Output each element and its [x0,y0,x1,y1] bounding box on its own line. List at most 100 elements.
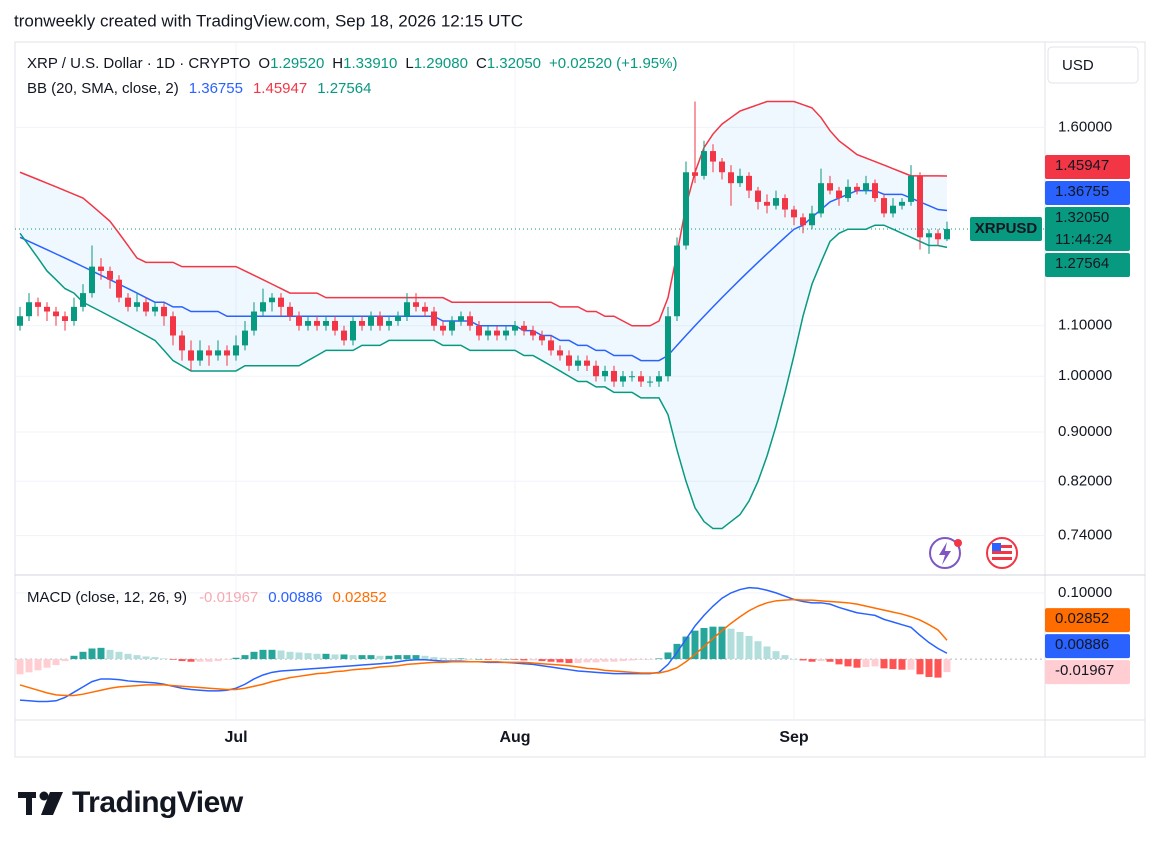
histogram-bar [340,654,348,660]
candle-body [89,266,95,294]
price-tag-label: 1.36755 [1055,183,1109,200]
x-tick-label: Sep [779,729,809,746]
histogram-bar [196,659,204,662]
histogram-bar [124,653,132,660]
candle-body [143,302,149,312]
histogram-bar [736,631,744,660]
candle-body [755,190,761,202]
alert-bolt [939,542,951,565]
candle-body [890,205,896,214]
histogram-bar [547,659,555,662]
histogram-bar [880,659,888,669]
histogram-bar [178,659,186,662]
legend-item: 1.29080 [414,55,468,72]
chart-frame [14,41,1146,758]
price-tag-label: 1.27564 [1055,255,1109,272]
histogram-bar [556,659,564,663]
candle-body [881,198,887,214]
candle-body [602,370,608,377]
histogram-bar [538,659,546,662]
candle-body [521,325,527,331]
legend-item: 1.33910 [343,55,397,72]
candle-body [152,306,158,312]
candle-body [341,330,347,341]
histogram-bar [286,651,294,660]
histogram-bar [700,627,708,660]
candle-body [26,302,32,317]
y-tick-label: 0.10000 [1058,584,1112,601]
legend-item: 1.36755 [189,80,243,97]
candle-body [737,175,743,184]
histogram-bar [691,630,699,660]
histogram-bar [610,659,618,662]
candle-body [377,316,383,326]
histogram-bar [187,659,195,662]
candle-body [359,320,365,326]
price-tag [1045,608,1130,633]
histogram-bar [232,657,240,660]
candle-body [647,381,653,383]
candle-body [80,293,86,307]
candle-body [224,350,230,356]
legend-item: BB (20, SMA, close, 2) [27,80,179,97]
histogram-bar [403,655,411,660]
histogram-bar [349,655,357,660]
candle-body [611,370,617,382]
legend-item: +0.02520 (+1.95%) [549,55,677,72]
histogram-bar [934,659,942,678]
histogram-bar [394,655,402,660]
candle-body [656,376,662,382]
histogram-bar [709,626,717,660]
price-tag [1045,207,1130,252]
candle-body [323,320,329,326]
candle-body [44,306,50,312]
histogram-bar [655,658,663,660]
histogram-bar [358,655,366,660]
legend-item: C [476,55,487,72]
histogram-bar [52,659,60,666]
histogram-bar [385,655,393,660]
candle-body [287,306,293,317]
price-tag [1045,155,1130,180]
candle-body [845,186,851,199]
histogram-bar [160,658,168,660]
legend-item: MACD (close, 12, 26, 9) [27,589,187,606]
histogram-bar [115,651,123,660]
candle-body [71,306,77,321]
candle-body [161,306,167,317]
histogram-bar [25,659,33,673]
price-tag-label: 1.45947 [1055,157,1109,174]
logo-stem [26,792,32,815]
histogram-bar [763,646,771,660]
histogram-bar [106,649,114,660]
candle-body [746,175,752,191]
band-line [19,224,948,530]
histogram-bar [646,659,654,660]
x-tick-label: Aug [499,729,530,746]
histogram-bar [826,659,834,662]
currency-button[interactable] [1047,46,1139,84]
alert-dot [954,539,962,547]
candle-body [917,175,923,238]
flag-stripe [992,551,1012,554]
candle-body [674,245,680,317]
histogram-bar [133,655,141,660]
histogram-bar [214,659,222,662]
candle-body [773,198,779,206]
histogram-bar [331,654,339,660]
histogram-bar [565,659,573,664]
histogram-bar [79,651,87,660]
price-tag [1045,634,1130,659]
currency-label: USD [1062,57,1094,74]
candle-body [350,320,356,341]
candle-body [395,316,401,321]
histogram-bar [871,659,879,667]
legend-item: 1.29520 [270,55,324,72]
candle-body [701,151,707,176]
histogram-bar [295,652,303,660]
histogram-bar [97,647,105,660]
candle-body [413,302,419,307]
legend-item: 0.02852 [333,589,387,606]
